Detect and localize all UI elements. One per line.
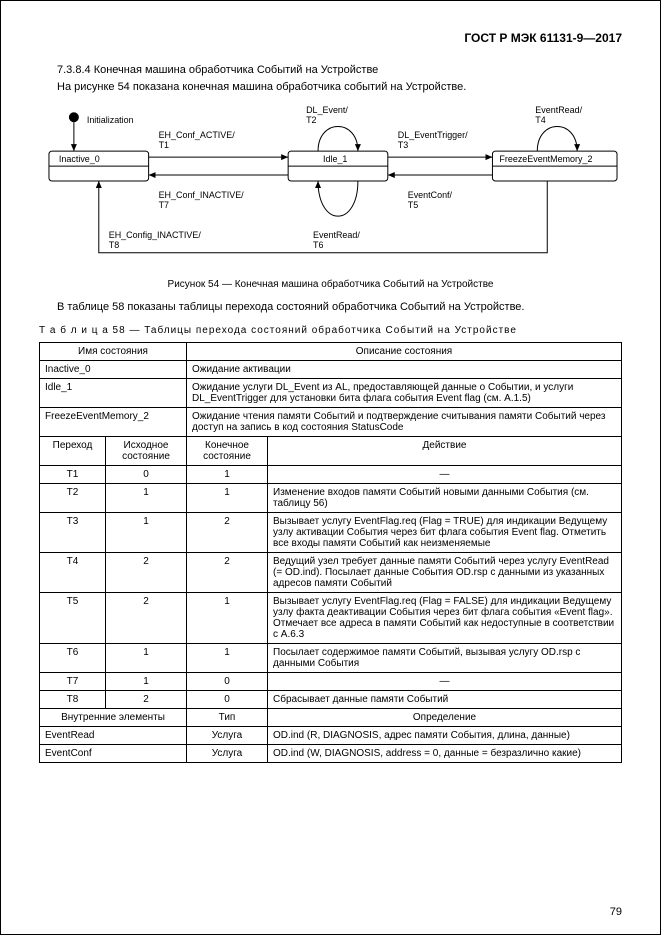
section-title: 7.3.8.4 Конечная машина обработчика Собы… — [39, 63, 622, 78]
table-row: EventConfУслугаOD.ind (W, DIAGNOSIS, add… — [40, 744, 622, 762]
edge-t7-l2: T7 — [159, 200, 169, 210]
edge-t8-l1: EH_Config_INACTIVE/ — [109, 230, 202, 240]
hdr-state-name: Имя состояния — [40, 342, 187, 360]
state-machine-diagram: Initialization Inactive_0 Idle_1 FreezeE… — [39, 103, 622, 268]
node-freeze: FreezeEventMemory_2 — [499, 154, 592, 164]
edge-t4-l2: T4 — [535, 115, 545, 125]
section-intro: На рисунке 54 показана конечная машина о… — [39, 80, 622, 95]
table-row: T820Сбрасывает данные памяти Событий — [40, 690, 622, 708]
figure-caption: Рисунок 54 — Конечная машина обработчика… — [39, 279, 622, 290]
table-row: T611Посылает содержимое памяти Событий, … — [40, 643, 622, 672]
table-row: Idle_1 Ожидание услуги DL_Event из AL, п… — [40, 378, 622, 407]
table-label: Т а б л и ц а 58 — Таблицы перехода сост… — [39, 325, 622, 336]
node-idle: Idle_1 — [323, 154, 347, 164]
edge-t1-l2: T1 — [159, 140, 169, 150]
doc-code: ГОСТ Р МЭК 61131-9—2017 — [39, 31, 622, 45]
mid-text: В таблице 58 показаны таблицы перехода с… — [39, 300, 622, 315]
edge-t7-l1: EH_Conf_INACTIVE/ — [159, 190, 245, 200]
edge-t3-l2: T3 — [398, 140, 408, 150]
init-label: Initialization — [87, 115, 134, 125]
table-row: T312Вызывает услугу EventFlag.req (Flag … — [40, 512, 622, 552]
table-row: Inactive_0 Ожидание активации — [40, 360, 622, 378]
table-row: T211Изменение входов памяти Событий новы… — [40, 483, 622, 512]
node-inactive: Inactive_0 — [59, 154, 100, 164]
table-row: FreezeEventMemory_2 Ожидание чтения памя… — [40, 407, 622, 436]
edge-t4-l1: EventRead/ — [535, 105, 582, 115]
hdr-state-desc: Описание состояния — [187, 342, 622, 360]
edge-t8-l2: T8 — [109, 239, 119, 249]
edge-t6-l1: EventRead/ — [313, 230, 360, 240]
table-row: T422Ведущий узел требует данные памяти С… — [40, 552, 622, 592]
edge-t1-l1: EH_Conf_ACTIVE/ — [159, 130, 236, 140]
table-row: EventReadУслугаOD.ind (R, DIAGNOSIS, адр… — [40, 726, 622, 744]
edge-t2-l2: T2 — [306, 115, 316, 125]
edge-t3-l1: DL_EventTrigger/ — [398, 130, 468, 140]
edge-t2-l1: DL_Event/ — [306, 105, 348, 115]
page-number: 79 — [610, 906, 622, 918]
table-row: T521Вызывает услугу EventFlag.req (Flag … — [40, 592, 622, 643]
edge-t5-l1: EventConf/ — [408, 190, 453, 200]
table-row: T101— — [40, 465, 622, 483]
state-table: Имя состояния Описание состояния Inactiv… — [39, 342, 622, 763]
edge-t5-l2: T5 — [408, 200, 418, 210]
edge-t6-l2: T6 — [313, 239, 323, 249]
table-row: T710— — [40, 672, 622, 690]
